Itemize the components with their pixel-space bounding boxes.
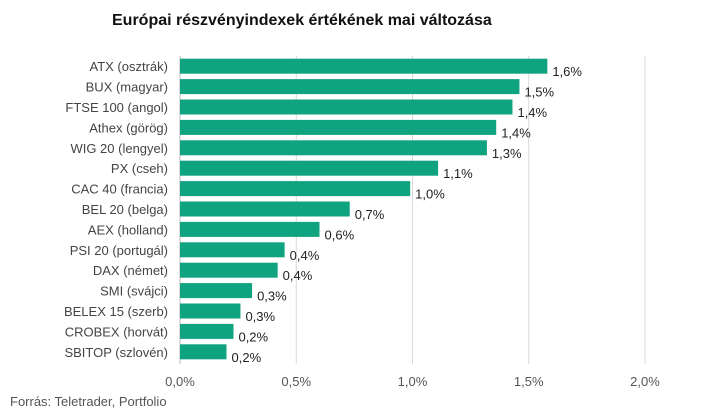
x-tick-labels: 0,0% 0,5% 1,0% 1,5% 2,0% [165, 374, 660, 389]
x-tick-label: 0,0% [165, 374, 195, 389]
value-label: 1,0% [415, 187, 445, 202]
bar [180, 201, 350, 217]
category-label: PX (cseh) [111, 161, 168, 176]
value-label: 0,3% [257, 289, 287, 304]
bar [180, 283, 253, 299]
value-label: 1,4% [517, 105, 547, 120]
category-label: Athex (görög) [89, 120, 168, 135]
category-label: WIG 20 (lengyel) [70, 141, 168, 156]
category-label: CROBEX (horvát) [65, 324, 168, 339]
value-labels: 1,6% 1,5% 1,4% 1,4% 1,3% 1,1% 1,0% 0,7%0,6% 0,4%… [232, 64, 583, 365]
value-label: 1,3% [492, 146, 522, 161]
value-label: 1,1% [443, 166, 473, 181]
bar [180, 344, 227, 360]
x-tick-label: 2,0% [630, 374, 660, 389]
bar [180, 181, 411, 197]
value-label: 0,7% [355, 207, 385, 222]
category-label: AEX (holland) [88, 222, 168, 237]
value-label: 0,3% [245, 309, 275, 324]
value-label: 0,6% [325, 227, 355, 242]
category-label: CAC 40 (francia) [71, 182, 168, 197]
value-label: 0,4% [290, 248, 320, 263]
value-label: 0,4% [283, 268, 313, 283]
bar [180, 140, 487, 156]
x-tick-label: 0,5% [281, 374, 311, 389]
category-label: BEL 20 (belga) [82, 202, 168, 217]
bar [180, 99, 513, 115]
value-label: 0,2% [238, 329, 268, 344]
bar [180, 58, 548, 74]
source-note: Forrás: Teletrader, Portfolio [10, 394, 167, 409]
bar [180, 221, 320, 237]
category-label: DAX (német) [93, 263, 168, 278]
category-label: SBITOP (szlovén) [64, 345, 168, 360]
x-tick-label: 1,0% [398, 374, 428, 389]
category-label: SMI (svájci) [100, 284, 168, 299]
category-label: BUX (magyar) [86, 80, 168, 95]
value-label: 1,5% [524, 85, 554, 100]
bars [180, 58, 548, 360]
bar [180, 160, 439, 176]
bar [180, 79, 520, 95]
value-label: 1,6% [552, 64, 582, 79]
category-labels: ATX (osztrák) BUX (magyar) FTSE 100 (angol… [64, 59, 168, 360]
chart-title: Európai részvényindexek értékének mai vá… [112, 12, 492, 29]
bar [180, 323, 234, 339]
category-label: ATX (osztrák) [90, 59, 169, 74]
bar [180, 262, 278, 278]
value-label: 0,2% [232, 350, 262, 365]
bar [180, 303, 241, 319]
bar [180, 119, 497, 135]
category-label: PSI 20 (portugál) [70, 243, 168, 258]
category-label: BELEX 15 (szerb) [64, 304, 168, 319]
x-tick-label: 1,5% [514, 374, 544, 389]
value-label: 1,4% [501, 125, 531, 140]
category-label: FTSE 100 (angol) [65, 100, 168, 115]
bar [180, 242, 285, 258]
